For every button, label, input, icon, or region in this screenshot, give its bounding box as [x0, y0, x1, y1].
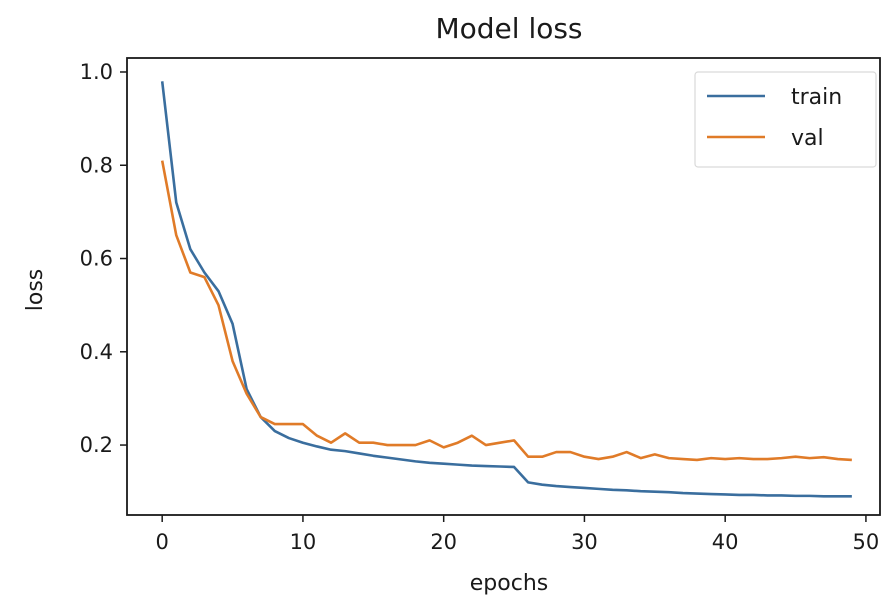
x-tick-label: 40	[712, 530, 739, 554]
y-tick-label: 0.4	[80, 340, 113, 364]
x-tick-label: 0	[155, 530, 168, 554]
y-tick-label: 0.2	[80, 433, 113, 457]
plot-frame	[126, 57, 881, 516]
series-layer	[160, 81, 852, 498]
legend-label-val: val	[791, 126, 824, 151]
y-tick-label: 0.6	[80, 247, 113, 271]
y-axis-label: loss	[23, 269, 48, 312]
legend: train val	[694, 71, 877, 168]
y-tick-label: 1.0	[80, 60, 113, 84]
legend-box	[694, 71, 877, 168]
x-tick-label: 20	[430, 530, 457, 554]
series-line-train	[160, 81, 852, 498]
legend-label-train: train	[791, 85, 842, 110]
x-tick-label: 50	[853, 530, 880, 554]
y-tick-label: 0.8	[80, 153, 113, 177]
x-tick-label: 30	[571, 530, 598, 554]
x-tick-label: 10	[290, 530, 317, 554]
ticks-layer: 0 10 20 30 40 50 0.2 0.4 0.6 0.8 1.0	[80, 60, 880, 554]
series-line-val	[160, 160, 852, 462]
chart-title: Model loss	[435, 12, 582, 45]
x-axis-label: epochs	[470, 571, 548, 596]
